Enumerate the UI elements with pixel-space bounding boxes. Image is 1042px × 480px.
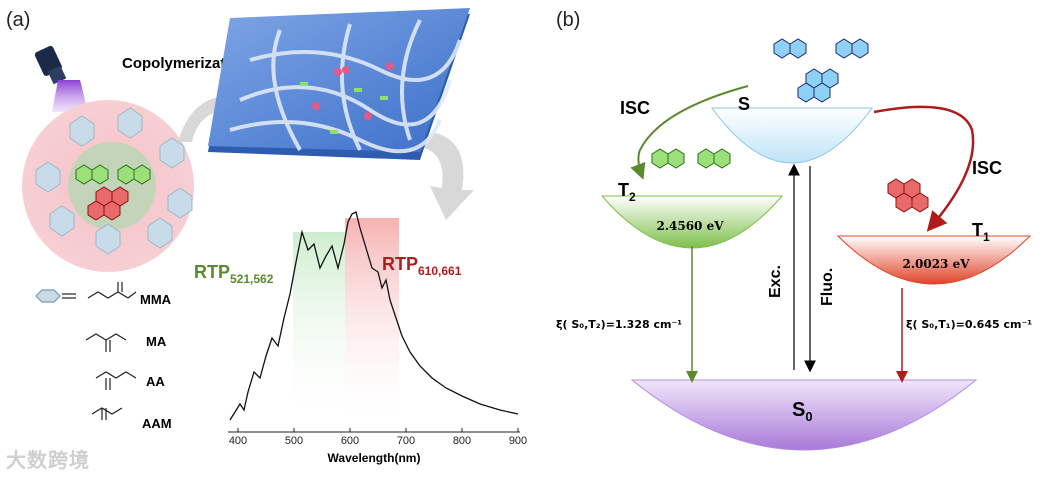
copolymerization-title: Copolymerization bbox=[122, 55, 248, 72]
s-state-bowl bbox=[711, 107, 873, 164]
t2-state-label: T2 bbox=[618, 180, 636, 204]
soc-t1-label: ξ( S₀,T₁)=0.645 cm⁻¹ bbox=[906, 318, 1032, 331]
process-arrow-2 bbox=[424, 132, 474, 220]
isc-right-arrow bbox=[873, 105, 975, 232]
flashlight-icon bbox=[34, 45, 88, 112]
core-molecule bbox=[75, 164, 151, 221]
t1-state-label: T1 bbox=[972, 220, 990, 244]
t2-energy: 2.4560 eV bbox=[656, 219, 724, 233]
isc-left-arrow bbox=[630, 85, 749, 180]
t1-energy: 2.0023 eV bbox=[902, 257, 970, 271]
monomer-aam: AAM bbox=[142, 416, 172, 431]
xtick-800: 800 bbox=[453, 435, 471, 447]
xtick-900: 900 bbox=[509, 435, 527, 447]
uv-beam bbox=[52, 80, 88, 112]
watermark: 大数跨境 bbox=[6, 448, 90, 472]
spectrum-chart: 400 500 600 700 800 900 Wavelength(nm) bbox=[228, 211, 527, 465]
s-molecule bbox=[773, 38, 869, 103]
rtp-red-label: RTP610,661 bbox=[382, 254, 462, 278]
polymer-film bbox=[208, 8, 470, 160]
x-axis-label: Wavelength(nm) bbox=[328, 451, 421, 465]
monomer-ma: MA bbox=[146, 334, 167, 349]
spectrum-line bbox=[229, 211, 519, 421]
isc-left-label: ISC bbox=[620, 98, 650, 118]
fluo-label: Fluo. bbox=[819, 268, 836, 306]
monomer-aa: AA bbox=[146, 374, 165, 389]
panel-b-label: (b) bbox=[556, 9, 580, 31]
xtick-400: 400 bbox=[229, 435, 247, 447]
exc-label: Exc. bbox=[767, 265, 784, 298]
soc-t2-label: ξ( S₀,T₂)=1.328 cm⁻¹ bbox=[556, 318, 682, 331]
s-state-label: S bbox=[738, 94, 750, 114]
s0-state-bowl bbox=[630, 379, 978, 451]
xtick-700: 700 bbox=[397, 435, 415, 447]
t1-molecule bbox=[887, 178, 929, 213]
t2-state-bowl bbox=[600, 195, 784, 249]
monomer-hexagons bbox=[35, 107, 193, 255]
xtick-600: 600 bbox=[341, 435, 359, 447]
rtp-green-label: RTP521,562 bbox=[194, 262, 274, 286]
s0-state-label: S0 bbox=[792, 399, 813, 424]
monomer-mma: MMA bbox=[140, 292, 172, 307]
xtick-500: 500 bbox=[285, 435, 303, 447]
panel-a-label: (a) bbox=[6, 9, 30, 31]
t1-state-bowl bbox=[836, 235, 1032, 285]
t2-molecule bbox=[651, 148, 731, 169]
red-band bbox=[345, 218, 399, 432]
isc-right-label: ISC bbox=[972, 158, 1002, 178]
monomer-structures bbox=[35, 282, 137, 420]
